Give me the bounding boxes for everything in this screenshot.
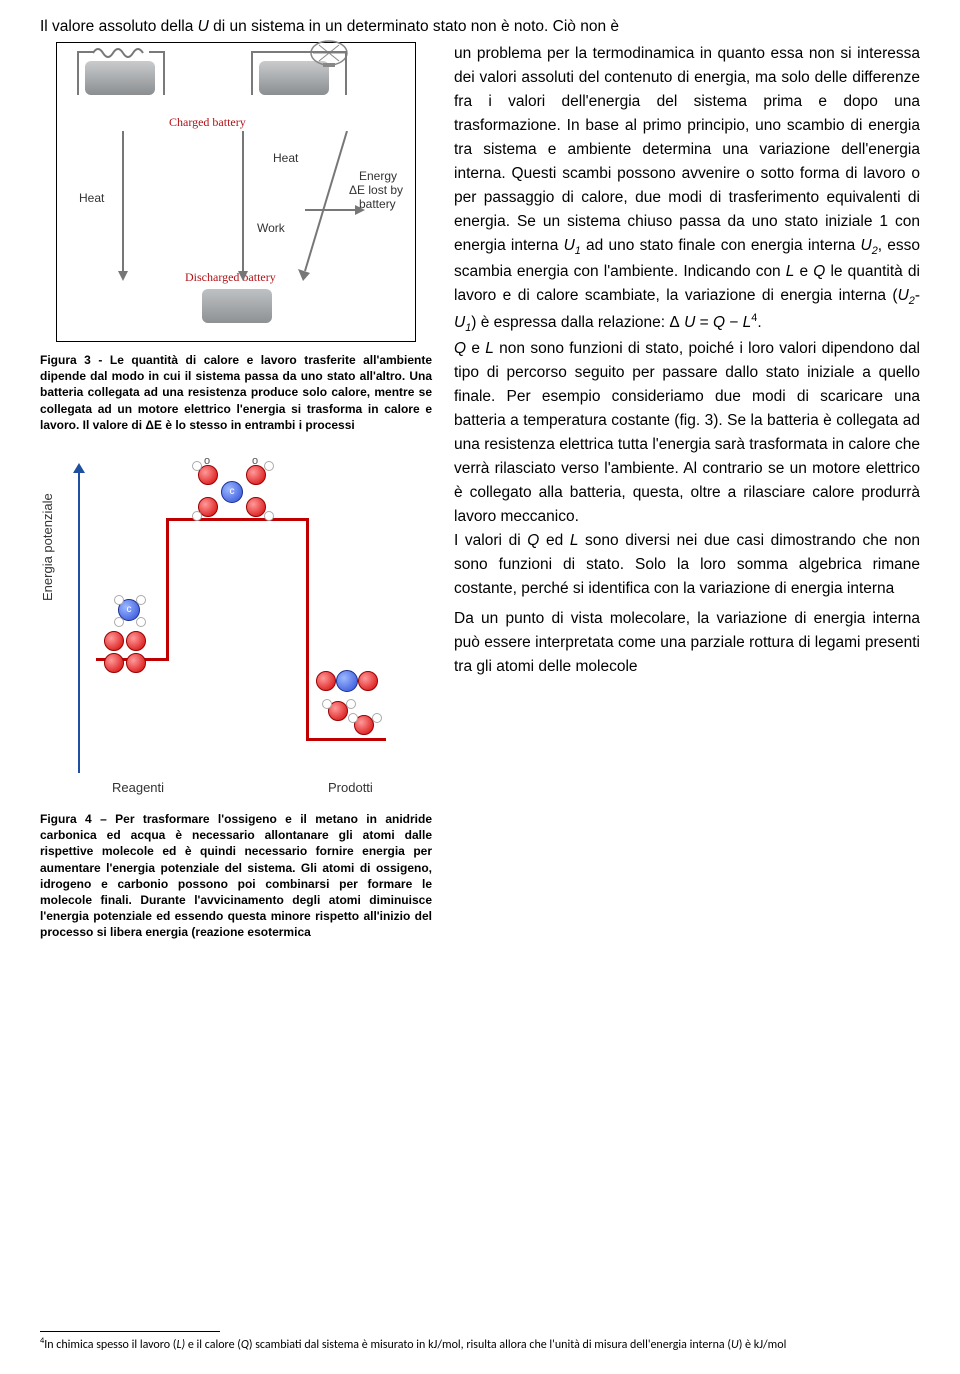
oxygen-atom <box>126 631 146 651</box>
fan-icon <box>309 39 349 69</box>
carbon-atom <box>336 670 358 692</box>
hydrogen-atom <box>264 511 274 521</box>
oxygen-atom <box>246 497 266 517</box>
oxygen-atom <box>358 671 378 691</box>
wire <box>77 51 79 95</box>
hydrogen-atom <box>192 461 202 471</box>
figure-4-diagram: Energia potenziale c o o c <box>46 451 426 801</box>
products-label: Prodotti <box>328 780 373 795</box>
oxygen-atom <box>316 671 336 691</box>
discharged-battery-label: Discharged battery <box>185 270 276 285</box>
o-label: o <box>204 455 210 467</box>
body-p3: I valori di Q ed L sono diversi nei due … <box>454 529 920 601</box>
path-seg <box>306 738 386 741</box>
hydrogen-atom <box>322 699 332 709</box>
figure-4-caption: Figura 4 – Per trasformare l'ossigeno e … <box>40 811 432 941</box>
fig4-caption-text: Per trasformare l'ossigeno e il metano i… <box>40 812 432 939</box>
hydrogen-atom <box>114 595 124 605</box>
fig4-caption-head: Figura 4 – <box>40 812 115 826</box>
battery-bottom <box>202 289 272 323</box>
intro-line: Il valore assoluto della U di un sistema… <box>40 18 920 36</box>
path-seg <box>306 518 309 738</box>
hydrogen-atom <box>348 713 358 723</box>
right-column: un problema per la termodinamica in quan… <box>454 42 920 958</box>
hydrogen-atom <box>136 617 146 627</box>
body-p4: Da un punto di vista molecolare, la vari… <box>454 607 920 679</box>
carbon-atom: c <box>221 481 243 503</box>
o-label: o <box>252 455 258 467</box>
heat-label-left: Heat <box>79 191 104 205</box>
wire <box>251 51 309 53</box>
hydrogen-atom <box>372 713 382 723</box>
oxygen-atom <box>246 465 266 485</box>
hydrogen-atom <box>114 617 124 627</box>
hydrogen-atom <box>264 461 274 471</box>
hydrogen-atom <box>192 511 202 521</box>
work-label: Work <box>257 221 285 235</box>
wire <box>251 51 253 95</box>
battery-top-left <box>85 61 155 95</box>
reagents-label: Reagenti <box>112 780 164 795</box>
hydrogen-atom <box>346 699 356 709</box>
body-p1: un problema per la termodinamica in quan… <box>454 42 920 337</box>
energy-lost-label-2: ΔE lost by <box>349 183 403 197</box>
hydrogen-atom <box>136 595 146 605</box>
y-axis-label: Energia potenziale <box>40 493 55 601</box>
oxygen-atom <box>126 653 146 673</box>
footnote-region: 4In chimica spesso il lavoro (L) e il ca… <box>40 1329 920 1354</box>
energy-lost-label-1: Energy <box>359 169 397 183</box>
figure-3-caption: Figura 3 - Le quantità di calore e lavor… <box>40 352 432 433</box>
oxygen-atom <box>104 653 124 673</box>
heat-label-right: Heat <box>273 151 298 165</box>
wire <box>345 51 347 95</box>
wire <box>77 51 93 53</box>
path-seg <box>166 521 169 661</box>
footnote-rule <box>40 1331 220 1332</box>
footnote-text: 4In chimica spesso il lavoro (L) e il ca… <box>40 1336 920 1354</box>
charged-battery-label: Charged battery <box>169 115 246 130</box>
wire <box>309 51 347 53</box>
arrow-left <box>115 131 131 281</box>
oxygen-atom <box>104 631 124 651</box>
arrow-work <box>305 203 365 217</box>
figure-3-diagram: Charged battery Discharged battery Heat <box>56 42 416 342</box>
y-axis <box>78 473 80 773</box>
arrow-mid <box>235 131 251 281</box>
wire <box>163 51 165 95</box>
fig3-caption-head: Figura 3 - <box>40 353 110 367</box>
footnote-body: In chimica spesso il lavoro (L) e il cal… <box>44 1338 786 1352</box>
resistor-icon <box>91 45 149 61</box>
two-column-layout: Charged battery Discharged battery Heat <box>40 42 920 958</box>
path-seg <box>166 518 306 521</box>
energy-lost-label-3: battery <box>359 197 396 211</box>
left-column: Charged battery Discharged battery Heat <box>40 42 432 958</box>
body-p2: Q e L non sono funzioni di stato, poiché… <box>454 337 920 529</box>
